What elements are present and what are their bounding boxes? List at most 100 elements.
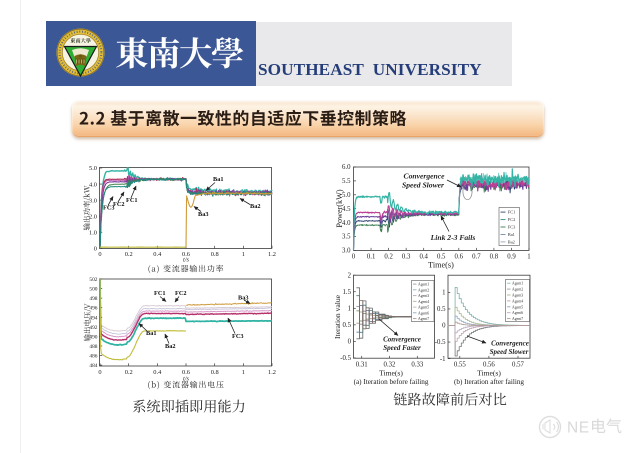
svg-text:1: 1 bbox=[242, 251, 245, 258]
svg-text:FC3: FC3 bbox=[508, 225, 516, 230]
svg-text:3.0: 3.0 bbox=[89, 197, 97, 204]
svg-text:Time(s): Time(s) bbox=[428, 261, 454, 270]
svg-text:Agent6: Agent6 bbox=[512, 311, 523, 315]
svg-text:494: 494 bbox=[89, 315, 97, 321]
svg-text:1.0: 1.0 bbox=[89, 229, 97, 236]
svg-text:0: 0 bbox=[98, 369, 101, 376]
svg-text:t/s: t/s bbox=[183, 257, 190, 264]
svg-text:4.5: 4.5 bbox=[342, 206, 351, 213]
svg-text:0.9: 0.9 bbox=[507, 254, 516, 261]
svg-text:(a) Iteration before failing: (a) Iteration before failing bbox=[354, 378, 429, 386]
svg-text:-1: -1 bbox=[440, 356, 446, 363]
svg-text:1.5: 1.5 bbox=[343, 289, 352, 296]
svg-text:Agent3: Agent3 bbox=[512, 294, 523, 298]
svg-text:0.6: 0.6 bbox=[182, 251, 190, 258]
svg-text:FC1: FC1 bbox=[508, 210, 516, 215]
svg-text:484: 484 bbox=[89, 363, 97, 369]
svg-text:0.32: 0.32 bbox=[384, 362, 396, 369]
svg-text:1: 1 bbox=[442, 290, 445, 297]
svg-text:FC1: FC1 bbox=[154, 290, 166, 297]
svg-text:0.1: 0.1 bbox=[367, 254, 376, 261]
svg-text:5.5: 5.5 bbox=[342, 178, 351, 185]
svg-text:Time(s): Time(s) bbox=[477, 369, 501, 378]
svg-text:2: 2 bbox=[348, 272, 352, 279]
svg-text:4.0: 4.0 bbox=[342, 220, 351, 227]
svg-text:0.2: 0.2 bbox=[125, 369, 133, 376]
svg-text:NE: NE bbox=[567, 420, 590, 437]
svg-text:Iteration value: Iteration value bbox=[333, 294, 342, 339]
svg-text:Speed Slower: Speed Slower bbox=[402, 181, 445, 190]
svg-text:Agent4: Agent4 bbox=[418, 300, 429, 304]
svg-text:Agent1: Agent1 bbox=[418, 283, 429, 287]
svg-text:2.0: 2.0 bbox=[89, 213, 97, 220]
svg-text:Convergence: Convergence bbox=[383, 336, 421, 344]
svg-text:490: 490 bbox=[89, 334, 97, 340]
svg-text:FC2: FC2 bbox=[508, 217, 516, 222]
svg-text:0.5: 0.5 bbox=[437, 306, 446, 313]
svg-text:Agent1: Agent1 bbox=[512, 282, 523, 286]
svg-text:0: 0 bbox=[442, 323, 446, 330]
svg-text:1: 1 bbox=[242, 369, 245, 376]
svg-text:Agent5: Agent5 bbox=[512, 305, 523, 309]
svg-text:0.2: 0.2 bbox=[125, 251, 133, 258]
svg-text:t/s: t/s bbox=[183, 376, 190, 383]
svg-text:488: 488 bbox=[89, 344, 97, 350]
svg-text:496: 496 bbox=[89, 306, 97, 312]
svg-text:Ba3: Ba3 bbox=[198, 211, 209, 218]
svg-text:Ba2: Ba2 bbox=[508, 239, 515, 244]
svg-text:3.5: 3.5 bbox=[342, 234, 351, 241]
svg-text:-0.5: -0.5 bbox=[340, 355, 351, 362]
svg-text:0.8: 0.8 bbox=[211, 369, 219, 376]
svg-text:0.57: 0.57 bbox=[512, 362, 524, 369]
svg-text:0: 0 bbox=[352, 254, 356, 261]
svg-text:1.2: 1.2 bbox=[268, 251, 276, 258]
svg-text:0: 0 bbox=[94, 246, 97, 253]
svg-text:492: 492 bbox=[89, 325, 97, 331]
svg-text:FC1: FC1 bbox=[126, 197, 138, 204]
svg-text:0: 0 bbox=[348, 339, 352, 346]
svg-text:FC2: FC2 bbox=[113, 201, 125, 208]
svg-text:0.7: 0.7 bbox=[472, 254, 481, 261]
svg-text:0.8: 0.8 bbox=[490, 254, 499, 261]
svg-text:0.56: 0.56 bbox=[483, 362, 495, 369]
svg-text:-0.5: -0.5 bbox=[435, 339, 446, 346]
svg-text:FC3: FC3 bbox=[232, 333, 244, 340]
svg-text:498: 498 bbox=[89, 296, 97, 302]
svg-text:Agent7: Agent7 bbox=[512, 317, 523, 321]
svg-text:Convergence: Convergence bbox=[491, 340, 529, 348]
svg-text:Ba1: Ba1 bbox=[213, 176, 224, 183]
svg-text:Agent6: Agent6 bbox=[418, 311, 429, 315]
svg-text:Agent5: Agent5 bbox=[418, 306, 429, 310]
svg-text:500: 500 bbox=[89, 287, 97, 293]
svg-text:1.2: 1.2 bbox=[268, 369, 276, 376]
svg-text:502: 502 bbox=[89, 277, 97, 283]
svg-text:Agent3: Agent3 bbox=[418, 294, 429, 298]
svg-text:0.31: 0.31 bbox=[356, 362, 368, 369]
svg-text:1: 1 bbox=[527, 254, 530, 261]
svg-text:FC3: FC3 bbox=[103, 205, 115, 212]
svg-text:0.4: 0.4 bbox=[153, 369, 162, 376]
svg-text:Agent4: Agent4 bbox=[512, 299, 523, 303]
svg-text:5.0: 5.0 bbox=[89, 165, 97, 172]
svg-text:0.2: 0.2 bbox=[384, 254, 393, 261]
svg-text:0.6: 0.6 bbox=[455, 254, 464, 261]
svg-text:Speed Slower: Speed Slower bbox=[490, 348, 529, 356]
svg-text:Ba1: Ba1 bbox=[146, 330, 157, 337]
svg-text:Speed Faster: Speed Faster bbox=[383, 344, 421, 352]
svg-text:Agent2: Agent2 bbox=[418, 288, 429, 292]
svg-text:0.8: 0.8 bbox=[211, 251, 219, 258]
svg-text:Agent2: Agent2 bbox=[512, 288, 523, 292]
svg-text:0.5: 0.5 bbox=[437, 254, 446, 261]
svg-text:Time(s): Time(s) bbox=[379, 369, 403, 378]
svg-text:486: 486 bbox=[89, 354, 97, 360]
svg-text:Ba2: Ba2 bbox=[250, 203, 261, 210]
svg-text:0.4: 0.4 bbox=[419, 254, 428, 261]
svg-text:FC2: FC2 bbox=[175, 290, 187, 297]
svg-text:5.0: 5.0 bbox=[342, 192, 351, 199]
svg-text:3.0: 3.0 bbox=[342, 248, 351, 255]
svg-text:Convergence: Convergence bbox=[404, 172, 446, 181]
svg-text:Ba1: Ba1 bbox=[508, 232, 515, 237]
svg-text:(b) Iteration after failing: (b) Iteration after failing bbox=[454, 378, 524, 386]
svg-text:0.4: 0.4 bbox=[153, 251, 162, 258]
svg-text:0.6: 0.6 bbox=[182, 369, 190, 376]
